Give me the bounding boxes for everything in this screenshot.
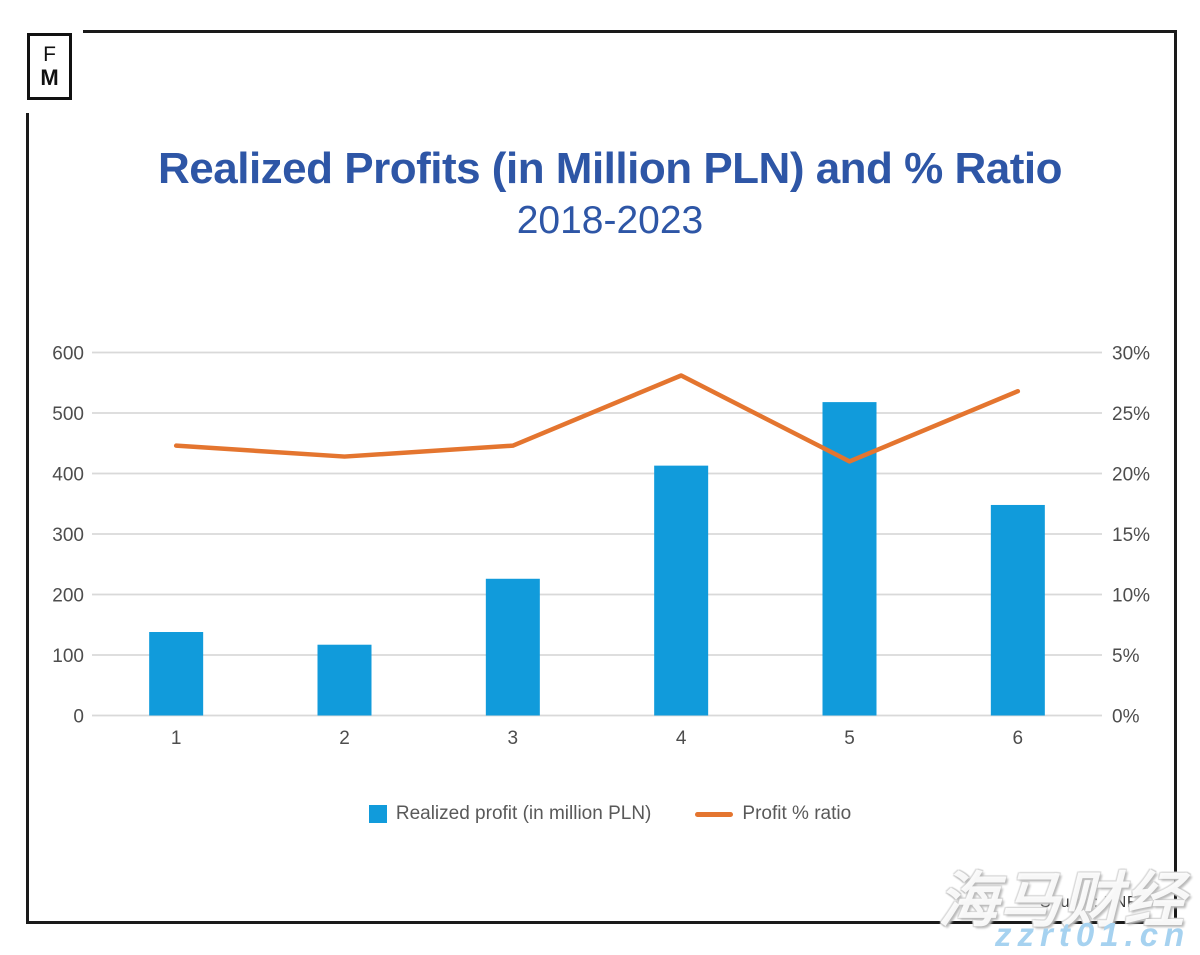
legend-label-realized-profit: Realized profit (in million PLN)	[395, 803, 652, 824]
bar	[485, 578, 540, 716]
ratio-line	[173, 373, 1021, 464]
x-axis-label: 5	[844, 728, 855, 749]
bar	[317, 644, 372, 716]
watermark-url: zzrt01.cn	[995, 916, 1191, 953]
right-axis-tick: 0%	[1112, 707, 1140, 728]
fm-logo: F M	[27, 33, 72, 100]
frame-bottom-border	[26, 921, 1177, 924]
right-axis-tick: 30%	[1112, 344, 1150, 365]
legend-label-profit-ratio: Profit % ratio	[742, 803, 852, 824]
right-axis-tick: 10%	[1112, 586, 1150, 607]
left-axis-tick: 100	[52, 646, 84, 667]
frame-top-border	[83, 30, 1177, 33]
bar	[149, 632, 204, 716]
x-axis-label: 1	[171, 728, 182, 749]
legend-item-profit-ratio: Profit % ratio	[695, 803, 851, 825]
right-axis-tick: 5%	[1112, 646, 1140, 667]
bar	[822, 402, 877, 716]
fm-logo-letter-m: M	[40, 65, 59, 90]
left-axis-tick: 400	[52, 465, 84, 486]
frame-left-border	[26, 113, 29, 921]
x-axis-label: 3	[508, 728, 519, 749]
right-axis-tick: 25%	[1112, 404, 1150, 425]
line-series-swatch-icon	[695, 811, 734, 817]
source-credit: Source: KNF	[1040, 894, 1138, 911]
left-axis-tick: 200	[52, 586, 84, 607]
chart-title: Realized Profits (in Million PLN) and % …	[158, 144, 1063, 193]
chart-subtitle: 2018-2023	[516, 199, 704, 242]
x-axis-label: 2	[339, 728, 350, 749]
bar-series-swatch-icon	[368, 805, 387, 823]
x-axis-label: 4	[676, 728, 687, 749]
right-axis-tick: 20%	[1112, 465, 1150, 486]
left-axis-tick: 500	[52, 404, 84, 425]
right-axis-tick: 15%	[1112, 525, 1150, 546]
left-axis-tick: 300	[52, 525, 84, 546]
x-axis-label: 6	[1013, 728, 1024, 749]
left-axis-tick: 0	[73, 707, 84, 728]
frame-right-border	[1174, 30, 1177, 924]
fm-logo-letter-f: F	[43, 43, 56, 66]
left-axis-tick: 600	[52, 344, 84, 365]
chart-legend: Realized profit (in million PLN) Profit …	[30, 800, 1190, 828]
legend-item-realized-profit: Realized profit (in million PLN)	[368, 803, 652, 825]
bar	[654, 465, 709, 716]
bar	[990, 504, 1045, 716]
